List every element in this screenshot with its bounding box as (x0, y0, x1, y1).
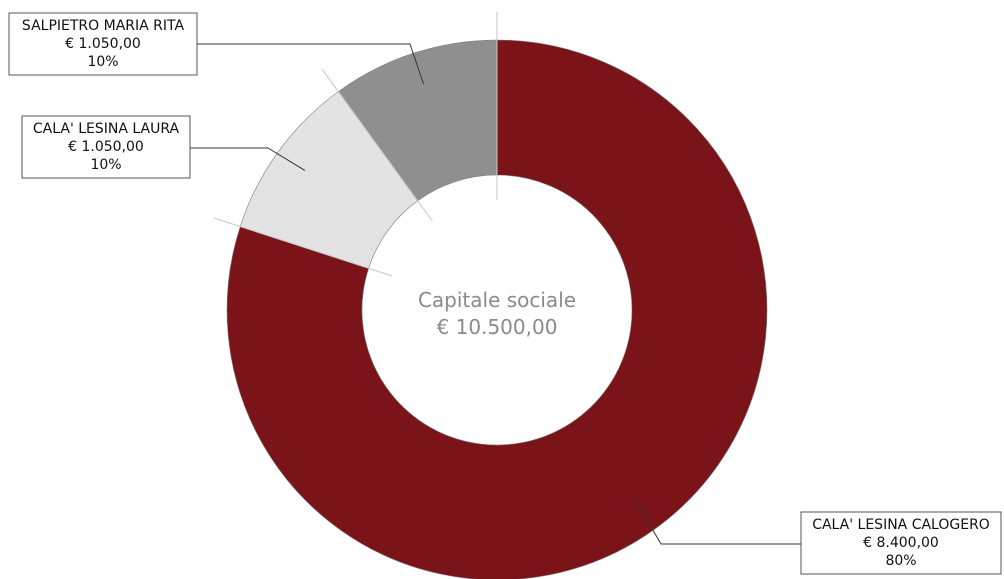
center-label: Capitale sociale € 10.500,00 (418, 288, 576, 339)
slice-cala-lesina-calogero (226, 39, 768, 579)
leader-lines (190, 12, 801, 545)
slice-labels: CALA' LESINA CALOGERO€ 8.400,0080%CALA' … (8, 12, 1002, 575)
leader-line (636, 501, 801, 545)
slice-percent: 10% (87, 54, 118, 70)
label-box-salpietro-maria-rita: SALPIETRO MARIA RITA € 1.050,00 10% (8, 12, 198, 76)
label-box-cala-lesina-calogero: CALA' LESINA CALOGERO € 8.400,00 80% (800, 511, 1002, 575)
slice-separator (213, 217, 393, 277)
center-value: € 10.500,00 (437, 315, 558, 339)
slice-amount: € 1.050,00 (65, 36, 141, 52)
donut-slices (226, 39, 768, 579)
label-box-cala-lesina-laura: CALA' LESINA LAURA € 1.050,00 10% (21, 115, 191, 179)
slice-percent: 10% (90, 157, 121, 173)
label-box-frame (800, 511, 1002, 575)
center-title: Capitale sociale (418, 288, 576, 312)
slice-percent: 80% (885, 553, 916, 569)
label-box-frame (21, 115, 191, 179)
slice-separator (321, 68, 433, 222)
leader-line (190, 147, 306, 171)
label-box-frame (8, 12, 198, 76)
slice-amount: € 1.050,00 (68, 139, 144, 155)
slice-name: CALA' LESINA CALOGERO (812, 517, 990, 533)
slice-amount: € 8.400,00 (863, 535, 939, 551)
leader-line (197, 43, 425, 85)
slice-name: SALPIETRO MARIA RITA (22, 18, 185, 34)
slice-name: CALA' LESINA LAURA (33, 121, 180, 137)
